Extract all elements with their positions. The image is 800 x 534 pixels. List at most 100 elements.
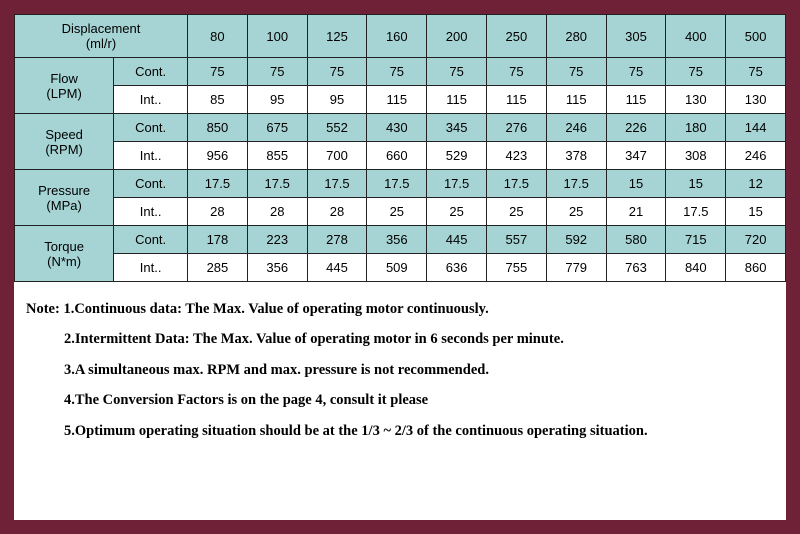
table-row: Int..282828252525252117.515 — [15, 198, 786, 226]
cell: 15 — [606, 170, 666, 198]
cell: 17.5 — [487, 170, 547, 198]
cell: 226 — [606, 114, 666, 142]
group-label: Pressure (MPa) — [15, 170, 114, 226]
cell: 178 — [188, 226, 248, 254]
cell: 720 — [726, 226, 786, 254]
col-header: 305 — [606, 15, 666, 58]
cell: 580 — [606, 226, 666, 254]
col-header: 160 — [367, 15, 427, 58]
col-header: 250 — [487, 15, 547, 58]
document-page: Displacement (ml/r) 80 100 125 160 200 2… — [14, 14, 786, 520]
row-type-int: Int.. — [114, 254, 188, 282]
cell: 509 — [367, 254, 427, 282]
cell: 855 — [247, 142, 307, 170]
cell: 779 — [546, 254, 606, 282]
cell: 75 — [307, 58, 367, 86]
cell: 95 — [247, 86, 307, 114]
cell: 345 — [427, 114, 487, 142]
cell: 75 — [666, 58, 726, 86]
cell: 636 — [427, 254, 487, 282]
note-item: 4.The Conversion Factors is on the page … — [26, 385, 782, 415]
cell: 423 — [487, 142, 547, 170]
cell: 246 — [546, 114, 606, 142]
cell: 75 — [247, 58, 307, 86]
cell: 755 — [487, 254, 547, 282]
cell: 115 — [487, 86, 547, 114]
displacement-header: Displacement (ml/r) — [15, 15, 188, 58]
cell: 75 — [546, 58, 606, 86]
note-item: 5.Optimum operating situation should be … — [26, 416, 782, 446]
cell: 95 — [307, 86, 367, 114]
table-body: Flow (LPM)Cont.75757575757575757575Int..… — [15, 58, 786, 282]
cell: 115 — [367, 86, 427, 114]
spec-table: Displacement (ml/r) 80 100 125 160 200 2… — [14, 14, 786, 282]
cell: 356 — [367, 226, 427, 254]
cell: 25 — [367, 198, 427, 226]
cell: 956 — [188, 142, 248, 170]
cell: 675 — [247, 114, 307, 142]
cell: 17.5 — [247, 170, 307, 198]
col-header: 80 — [188, 15, 248, 58]
cell: 21 — [606, 198, 666, 226]
note-item: 2.Intermittent Data: The Max. Value of o… — [26, 324, 782, 354]
col-header: 400 — [666, 15, 726, 58]
cell: 700 — [307, 142, 367, 170]
note-item: 3.A simultaneous max. RPM and max. press… — [26, 355, 782, 385]
cell: 715 — [666, 226, 726, 254]
cell: 28 — [307, 198, 367, 226]
cell: 430 — [367, 114, 427, 142]
cell: 347 — [606, 142, 666, 170]
cell: 278 — [307, 226, 367, 254]
cell: 17.5 — [666, 198, 726, 226]
row-type-cont: Cont. — [114, 114, 188, 142]
cell: 115 — [546, 86, 606, 114]
cell: 75 — [487, 58, 547, 86]
cell: 378 — [546, 142, 606, 170]
cell: 12 — [726, 170, 786, 198]
cell: 17.5 — [307, 170, 367, 198]
cell: 75 — [188, 58, 248, 86]
header-row: Displacement (ml/r) 80 100 125 160 200 2… — [15, 15, 786, 58]
cell: 15 — [726, 198, 786, 226]
cell: 445 — [307, 254, 367, 282]
row-type-cont: Cont. — [114, 58, 188, 86]
cell: 115 — [427, 86, 487, 114]
cell: 308 — [666, 142, 726, 170]
table-row: Torque (N*m)Cont.17822327835644555759258… — [15, 226, 786, 254]
row-type-cont: Cont. — [114, 226, 188, 254]
cell: 552 — [307, 114, 367, 142]
cell: 529 — [427, 142, 487, 170]
table-row: Int..956855700660529423378347308246 — [15, 142, 786, 170]
cell: 445 — [427, 226, 487, 254]
row-type-cont: Cont. — [114, 170, 188, 198]
group-label: Torque (N*m) — [15, 226, 114, 282]
cell: 276 — [487, 114, 547, 142]
cell: 840 — [666, 254, 726, 282]
row-type-int: Int.. — [114, 86, 188, 114]
note-item: 1.Continuous data: The Max. Value of ope… — [63, 301, 488, 317]
table-row: Pressure (MPa)Cont.17.517.517.517.517.51… — [15, 170, 786, 198]
group-label: Speed (RPM) — [15, 114, 114, 170]
notes-block: Note: 1.Continuous data: The Max. Value … — [14, 282, 786, 446]
group-label: Flow (LPM) — [15, 58, 114, 114]
cell: 860 — [726, 254, 786, 282]
cell: 17.5 — [427, 170, 487, 198]
cell: 15 — [666, 170, 726, 198]
cell: 130 — [666, 86, 726, 114]
col-header: 100 — [247, 15, 307, 58]
cell: 356 — [247, 254, 307, 282]
cell: 223 — [247, 226, 307, 254]
row-type-int: Int.. — [114, 198, 188, 226]
cell: 180 — [666, 114, 726, 142]
cell: 285 — [188, 254, 248, 282]
cell: 25 — [546, 198, 606, 226]
table-row: Speed (RPM)Cont.850675552430345276246226… — [15, 114, 786, 142]
cell: 660 — [367, 142, 427, 170]
table-row: Flow (LPM)Cont.75757575757575757575 — [15, 58, 786, 86]
col-header: 500 — [726, 15, 786, 58]
note-lead: Note: — [26, 301, 63, 317]
cell: 75 — [367, 58, 427, 86]
table-row: Int..859595115115115115115130130 — [15, 86, 786, 114]
cell: 28 — [247, 198, 307, 226]
cell: 85 — [188, 86, 248, 114]
